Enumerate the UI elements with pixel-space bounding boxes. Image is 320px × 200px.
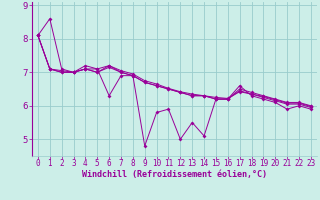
X-axis label: Windchill (Refroidissement éolien,°C): Windchill (Refroidissement éolien,°C) (82, 170, 267, 179)
